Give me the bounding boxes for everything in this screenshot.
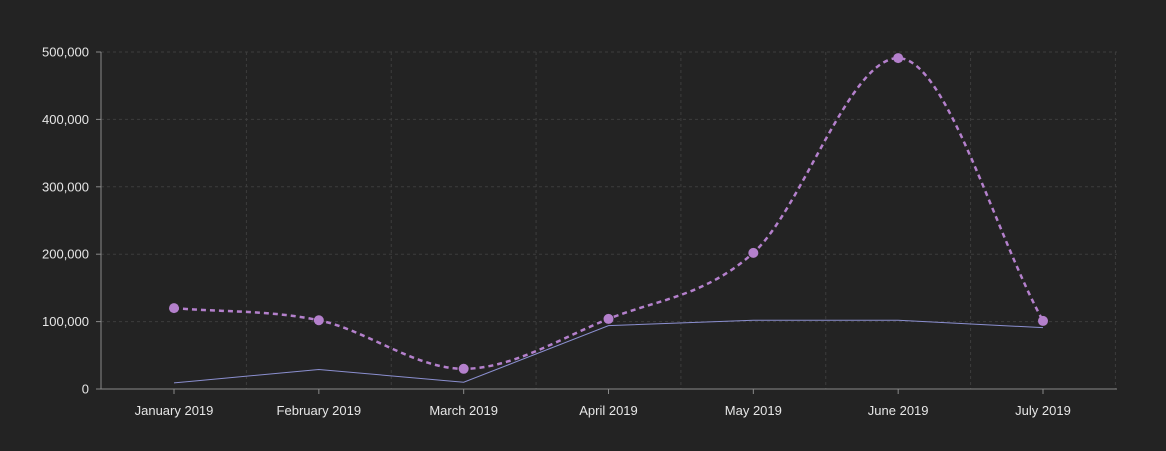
x-tick-label: May 2019 (725, 403, 782, 418)
data-point[interactable] (458, 363, 469, 374)
x-tick-label: April 2019 (579, 403, 638, 418)
x-tick-label: January 2019 (135, 403, 214, 418)
data-point[interactable] (603, 313, 614, 324)
y-tick-label: 400,000 (42, 112, 89, 127)
data-point[interactable] (748, 247, 759, 258)
y-tick-label: 0 (82, 382, 89, 397)
data-point[interactable] (893, 53, 904, 64)
y-tick-label: 500,000 (42, 45, 89, 60)
x-tick-label: March 2019 (429, 403, 498, 418)
grid (101, 51, 1117, 389)
y-tick-label: 300,000 (42, 179, 89, 194)
y-tick-label: 100,000 (42, 314, 89, 329)
series-line-secondary (173, 319, 1044, 384)
y-tick-label: 200,000 (42, 247, 89, 262)
axes (96, 51, 1117, 394)
data-point[interactable] (169, 303, 179, 314)
tick-labels: 0 100,000 200,000 300,000 400,000 500,000 Janu… (42, 45, 1071, 419)
x-tick-label: July 2019 (1015, 403, 1071, 418)
series-line-primary (173, 56, 1045, 371)
x-tick-label: June 2019 (868, 403, 929, 418)
data-point[interactable] (1038, 315, 1048, 326)
series-layer (169, 53, 1048, 384)
x-tick-label: February 2019 (277, 403, 362, 418)
data-point[interactable] (313, 315, 324, 326)
